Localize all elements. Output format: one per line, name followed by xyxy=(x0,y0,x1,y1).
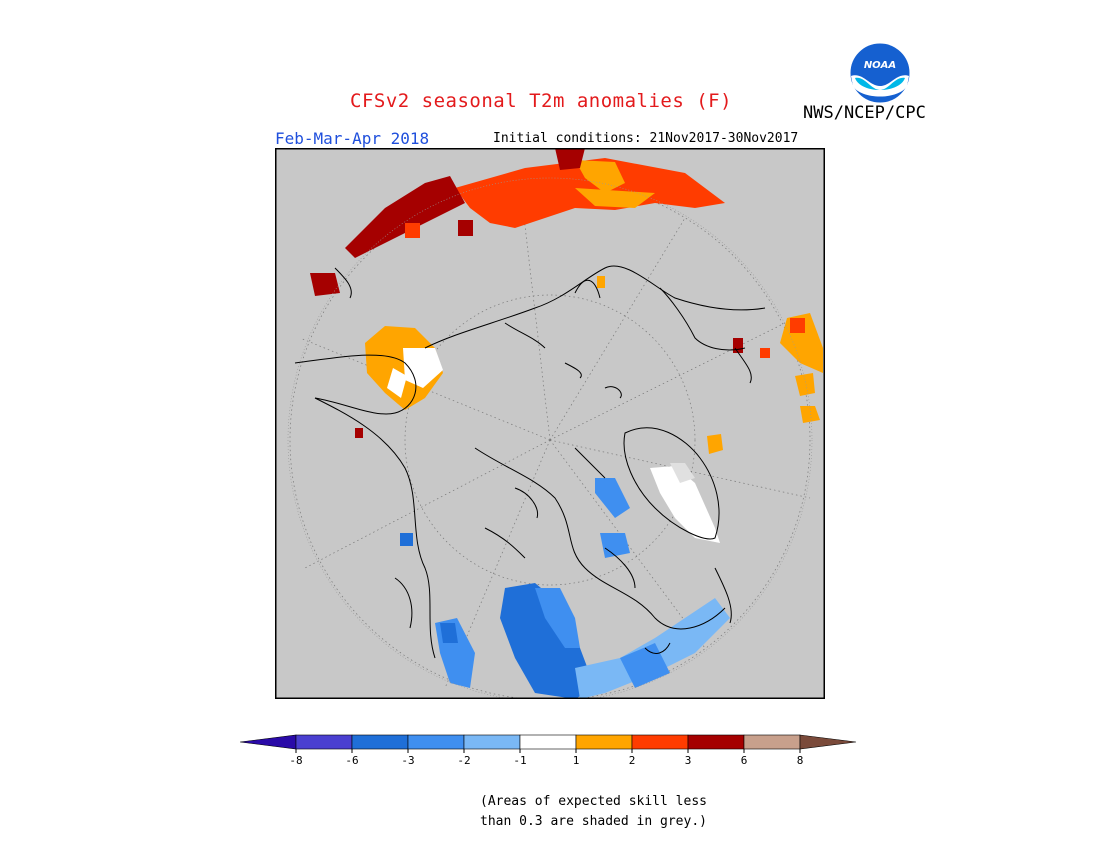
noaa-logo: NOAA xyxy=(849,42,911,104)
colorbar-tick-label: -3 xyxy=(401,754,414,767)
colorbar-tick-label: -8 xyxy=(289,754,302,767)
coastlines xyxy=(294,265,766,659)
colorbar-swatch xyxy=(407,734,465,750)
anomaly-colorbar: -8 -6 -3 -2 -1 1 2 3 6 8 xyxy=(240,734,857,767)
near-normal-area xyxy=(650,463,720,543)
colorbar-tick-label: 1 xyxy=(573,754,580,767)
forecast-period: Feb-Mar-Apr 2018 xyxy=(275,129,430,148)
colorbar-tick-label: 2 xyxy=(629,754,636,767)
colorbar-swatch xyxy=(295,734,353,750)
colorbar-tick-label: 8 xyxy=(797,754,804,767)
latitude-circle xyxy=(404,294,696,586)
logo-text: NOAA xyxy=(864,60,896,71)
colorbar-swatch xyxy=(575,734,633,750)
warm-anomaly-east xyxy=(597,276,823,454)
colorbar-swatch xyxy=(743,734,801,750)
skill-note-line2: than 0.3 are shaded in grey.) xyxy=(480,814,707,829)
colorbar-swatch xyxy=(687,734,745,750)
cold-anomaly-south xyxy=(400,478,730,699)
colorbar-tick-label: 3 xyxy=(685,754,692,767)
colorbar-tick-label: -6 xyxy=(345,754,358,767)
agency-label: NWS/NCEP/CPC xyxy=(803,103,926,123)
map-boundary xyxy=(287,177,813,699)
colorbar-tick-label: -2 xyxy=(457,754,470,767)
colorbar-tick-label: -1 xyxy=(513,754,526,767)
colorbar-arrow-low xyxy=(240,734,297,750)
colorbar-swatch xyxy=(631,734,689,750)
warm-anomaly-west xyxy=(355,326,443,438)
skill-note: (Areas of expected skill less than 0.3 a… xyxy=(480,792,707,832)
colorbar-swatch xyxy=(519,734,577,750)
warm-anomaly-north xyxy=(310,148,725,296)
polar-anomaly-map xyxy=(275,148,825,699)
skill-note-line1: (Areas of expected skill less xyxy=(480,794,707,809)
colorbar-swatch xyxy=(351,734,409,750)
colorbar-swatch xyxy=(463,734,521,750)
map-title: CFSv2 seasonal T2m anomalies (F) xyxy=(350,90,733,112)
map-border xyxy=(275,148,825,699)
initial-conditions: Initial conditions: 21Nov2017-30Nov2017 xyxy=(493,131,799,146)
colorbar-arrow-high xyxy=(799,734,857,750)
colorbar-tick-label: 6 xyxy=(741,754,748,767)
